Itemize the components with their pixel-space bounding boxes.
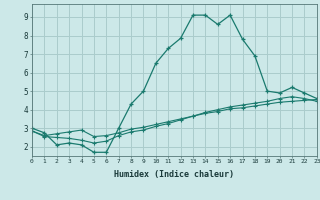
X-axis label: Humidex (Indice chaleur): Humidex (Indice chaleur) — [115, 170, 234, 179]
